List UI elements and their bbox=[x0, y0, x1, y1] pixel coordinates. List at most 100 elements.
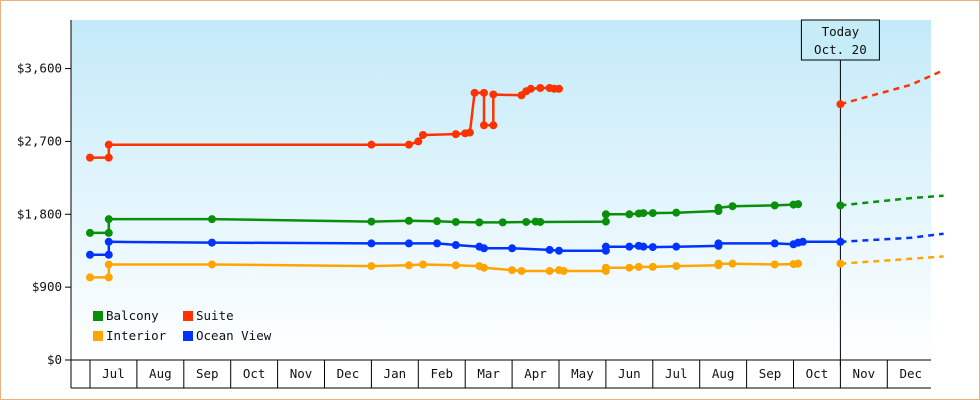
legend-label: Interior bbox=[106, 328, 167, 343]
data-point bbox=[672, 208, 681, 217]
forecast-line bbox=[840, 255, 944, 265]
data-point bbox=[104, 250, 113, 259]
series-interior bbox=[86, 255, 944, 282]
data-point bbox=[770, 201, 779, 210]
x-axis: Jul Aug Sep Oct Nov Dec Jan Feb Mar Apr May Jun Jul A… bbox=[71, 360, 931, 389]
data-point bbox=[479, 88, 488, 97]
y-tick-label: $1,800 bbox=[17, 206, 62, 221]
data-point bbox=[104, 153, 113, 162]
legend-swatch bbox=[93, 331, 103, 341]
month-label: Dec bbox=[899, 366, 922, 381]
today-point bbox=[836, 259, 845, 268]
month-label: Jan bbox=[384, 366, 407, 381]
legend: Balcony Suite Interior Ocean View bbox=[93, 308, 272, 343]
data-point bbox=[367, 239, 376, 248]
data-point bbox=[207, 238, 216, 247]
month-label: Jul bbox=[102, 366, 125, 381]
legend-swatch bbox=[183, 311, 193, 321]
data-point bbox=[648, 209, 657, 218]
legend-swatch bbox=[183, 331, 193, 341]
data-point bbox=[601, 242, 610, 251]
data-point bbox=[404, 239, 413, 248]
data-point bbox=[770, 239, 779, 248]
data-point bbox=[367, 140, 376, 149]
data-point bbox=[451, 130, 460, 139]
legend-item: Suite bbox=[183, 308, 234, 323]
month-label: Jun bbox=[618, 366, 641, 381]
plot-background bbox=[71, 20, 931, 360]
data-point bbox=[714, 203, 723, 212]
today-point bbox=[836, 100, 845, 109]
month-label: Aug bbox=[149, 366, 172, 381]
data-point bbox=[536, 217, 545, 226]
data-point bbox=[433, 217, 442, 226]
series-balcony bbox=[86, 194, 944, 237]
data-point bbox=[639, 242, 648, 251]
data-point bbox=[104, 228, 113, 237]
data-point bbox=[625, 210, 634, 219]
data-point bbox=[404, 261, 413, 270]
today-point bbox=[836, 201, 845, 210]
data-point bbox=[625, 263, 634, 272]
legend-label: Suite bbox=[196, 308, 234, 323]
data-point bbox=[601, 263, 610, 272]
data-point bbox=[770, 260, 779, 269]
today-date: Oct. 20 bbox=[814, 42, 867, 57]
data-point bbox=[728, 202, 737, 211]
month-label: Oct bbox=[243, 366, 266, 381]
data-point bbox=[367, 217, 376, 226]
data-point bbox=[498, 218, 507, 227]
data-point bbox=[207, 260, 216, 269]
data-point bbox=[672, 262, 681, 271]
forecast-line bbox=[840, 232, 944, 244]
today-label: Today bbox=[822, 24, 860, 39]
data-point bbox=[555, 246, 563, 255]
data-point bbox=[451, 217, 460, 226]
today-box bbox=[800, 19, 880, 61]
data-point bbox=[526, 84, 535, 93]
data-point bbox=[536, 84, 545, 92]
data-point bbox=[104, 237, 113, 246]
data-point bbox=[517, 266, 526, 275]
data-point bbox=[86, 250, 94, 259]
legend-swatch bbox=[93, 311, 103, 321]
data-point bbox=[367, 262, 376, 271]
data-point bbox=[479, 121, 488, 130]
data-point bbox=[414, 137, 423, 146]
data-point bbox=[508, 266, 517, 275]
month-label: Apr bbox=[524, 366, 547, 381]
series-layer bbox=[86, 69, 945, 282]
month-label: May bbox=[571, 366, 594, 381]
data-point bbox=[714, 239, 723, 248]
month-label: Jul bbox=[665, 366, 688, 381]
data-point bbox=[648, 243, 657, 252]
data-point bbox=[86, 228, 94, 237]
forecast-line bbox=[840, 194, 944, 207]
month-label: Sep bbox=[196, 366, 219, 381]
y-axis: $0 $900 $1,800 $2,700 $3,600 bbox=[17, 20, 931, 388]
y-tick-label: $0 bbox=[47, 352, 62, 367]
data-point bbox=[555, 84, 563, 93]
data-point bbox=[545, 245, 554, 254]
data-point bbox=[522, 217, 531, 226]
data-point bbox=[672, 242, 681, 251]
data-point bbox=[475, 218, 484, 227]
data-point bbox=[489, 121, 498, 130]
month-label: Feb bbox=[430, 366, 453, 381]
data-point bbox=[508, 244, 517, 253]
data-point bbox=[418, 130, 427, 139]
today-point bbox=[836, 237, 845, 246]
legend-item: Balcony bbox=[93, 308, 159, 323]
data-point bbox=[86, 273, 94, 282]
data-point bbox=[451, 241, 460, 250]
today-marker: Today Oct. 20 bbox=[800, 19, 880, 366]
data-point bbox=[470, 88, 479, 97]
month-label: Oct bbox=[806, 366, 829, 381]
data-point bbox=[625, 242, 634, 251]
data-point bbox=[465, 128, 474, 137]
data-point bbox=[559, 266, 568, 275]
data-point bbox=[798, 237, 807, 246]
data-point bbox=[545, 266, 554, 275]
data-point bbox=[418, 260, 427, 269]
